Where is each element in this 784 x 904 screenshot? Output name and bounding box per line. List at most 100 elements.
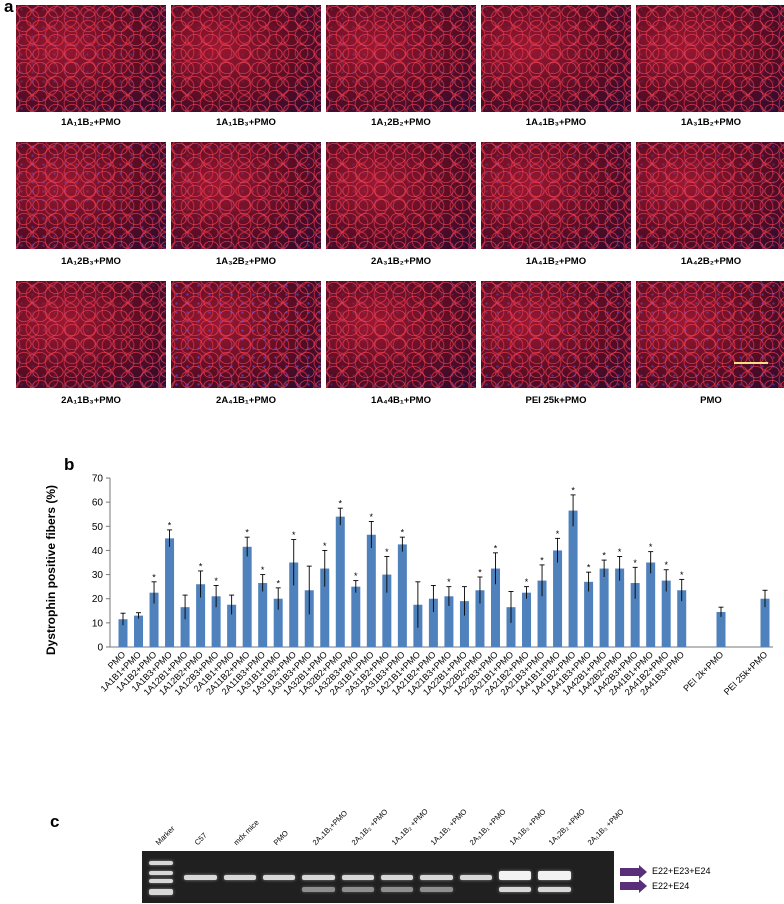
micrograph-caption: 2A₁1B₃+PMO [61, 395, 121, 406]
micrograph-caption: 2A₃1B₂+PMO [370, 256, 432, 267]
micrograph-caption: 1A₁1B₃+PMO [216, 117, 276, 128]
significance-star: * [540, 555, 544, 565]
bar [522, 592, 532, 647]
y-tick-label: 10 [92, 618, 104, 629]
y-tick-label: 0 [97, 643, 103, 654]
panel-b-letter: b [64, 455, 75, 474]
top-band-arrow [620, 865, 647, 879]
gel-band-top [538, 871, 571, 880]
micrograph [326, 5, 476, 112]
micrograph [171, 281, 321, 388]
bottom-band-arrow [620, 879, 647, 893]
gel-lane-label: mdx mice [231, 817, 262, 847]
marker-band [149, 871, 174, 875]
marker-band [149, 879, 174, 883]
bar [459, 601, 469, 647]
micrograph-caption: 1A₄2B₂+PMO [680, 256, 742, 267]
bar [258, 583, 268, 647]
micrograph-caption: 1A₁1B₂+PMO [61, 117, 121, 128]
bar [320, 568, 330, 647]
gel-band-top [341, 875, 374, 880]
bar [490, 568, 500, 647]
micrograph [481, 142, 631, 249]
micrograph [481, 5, 631, 112]
micrograph-caption: 1A₁2B₂+PMO [371, 117, 431, 128]
bar [615, 568, 625, 647]
y-tick-label: 60 [92, 498, 104, 509]
y-tick-label: 70 [92, 474, 104, 485]
significance-star: * [339, 499, 343, 509]
micrograph [16, 5, 166, 112]
micrograph-caption: 1A₃1B₂+PMO [680, 117, 742, 128]
gel-band-top [499, 871, 532, 880]
micrograph-caption: 1A₃2B₂+PMO [215, 256, 277, 267]
gel-lane-label: 2A₃1B₁ +PMO [467, 807, 508, 847]
x-tick-label: PEI 25k+PMO [722, 649, 770, 697]
bar [630, 583, 640, 647]
micrograph [636, 142, 784, 249]
micrograph-caption: 1A₄1B₃+PMO [525, 117, 587, 128]
gel-band-top [184, 875, 217, 880]
bar [646, 562, 656, 647]
gel-band-bottom [420, 887, 453, 892]
bar [335, 516, 345, 647]
gel-band-bottom [302, 887, 335, 892]
bar [397, 544, 407, 647]
micrograph [481, 281, 631, 388]
bar [165, 538, 175, 647]
bar [537, 580, 547, 647]
bar [444, 596, 454, 647]
gel-lane-label: PMO [271, 828, 290, 847]
micrograph [171, 5, 321, 112]
significance-star: * [276, 578, 280, 588]
micrograph-caption: 1A₁2B₃+PMO [61, 256, 121, 267]
bar [351, 586, 361, 647]
significance-star: * [447, 577, 451, 587]
gel-band-bottom [381, 887, 414, 892]
micrograph [16, 142, 166, 249]
micrograph-caption: PEI 25k+PMO [525, 395, 587, 406]
bar [661, 580, 671, 647]
bar [584, 581, 594, 647]
micrograph [636, 5, 784, 112]
top-band-label: E22+E23+E24 [652, 866, 711, 876]
bar [506, 607, 516, 647]
significance-star: * [168, 520, 172, 530]
significance-star: * [354, 571, 358, 581]
gel-band-top [420, 875, 453, 880]
significance-star: * [478, 567, 482, 577]
significance-star: * [385, 547, 389, 557]
significance-star: * [571, 485, 575, 495]
bar [118, 619, 128, 647]
micrograph-caption: 2A₄1B₁+PMO [216, 395, 276, 406]
panel-a-letter: a [4, 0, 14, 16]
micrograph [326, 142, 476, 249]
gel-band-bottom [341, 887, 374, 892]
y-tick-label: 40 [92, 546, 104, 557]
gel-band-top [459, 875, 492, 880]
significance-star: * [214, 576, 218, 586]
micrograph-caption: PMO [700, 395, 722, 406]
gel-lane-label: 1A₄1B₁ +PMO [428, 807, 469, 847]
gel-lane-label: 2A₄1B₁+PMO [310, 808, 350, 847]
significance-star: * [401, 528, 405, 538]
y-axis-label: Dystrophin positive fibers (%) [44, 485, 58, 655]
significance-star: * [525, 577, 529, 587]
gel-lane-label: 1A₃2B₂ +PMO [546, 806, 587, 847]
micrograph [636, 281, 784, 388]
bar [289, 562, 299, 647]
gel-band-bottom [499, 887, 532, 892]
significance-star: * [633, 558, 637, 568]
bar [196, 584, 206, 647]
significance-star: * [587, 563, 591, 573]
bar [677, 590, 687, 647]
gel-lane-label: 1A₄1B₂ +PMO [389, 806, 430, 847]
bar [428, 598, 438, 647]
bar [273, 598, 283, 647]
significance-star: * [323, 541, 327, 551]
y-tick-label: 20 [92, 594, 104, 605]
bar [304, 590, 314, 647]
gel-band-top [223, 875, 256, 880]
bar [242, 546, 252, 647]
gel-lane-label: C57 [192, 830, 209, 847]
